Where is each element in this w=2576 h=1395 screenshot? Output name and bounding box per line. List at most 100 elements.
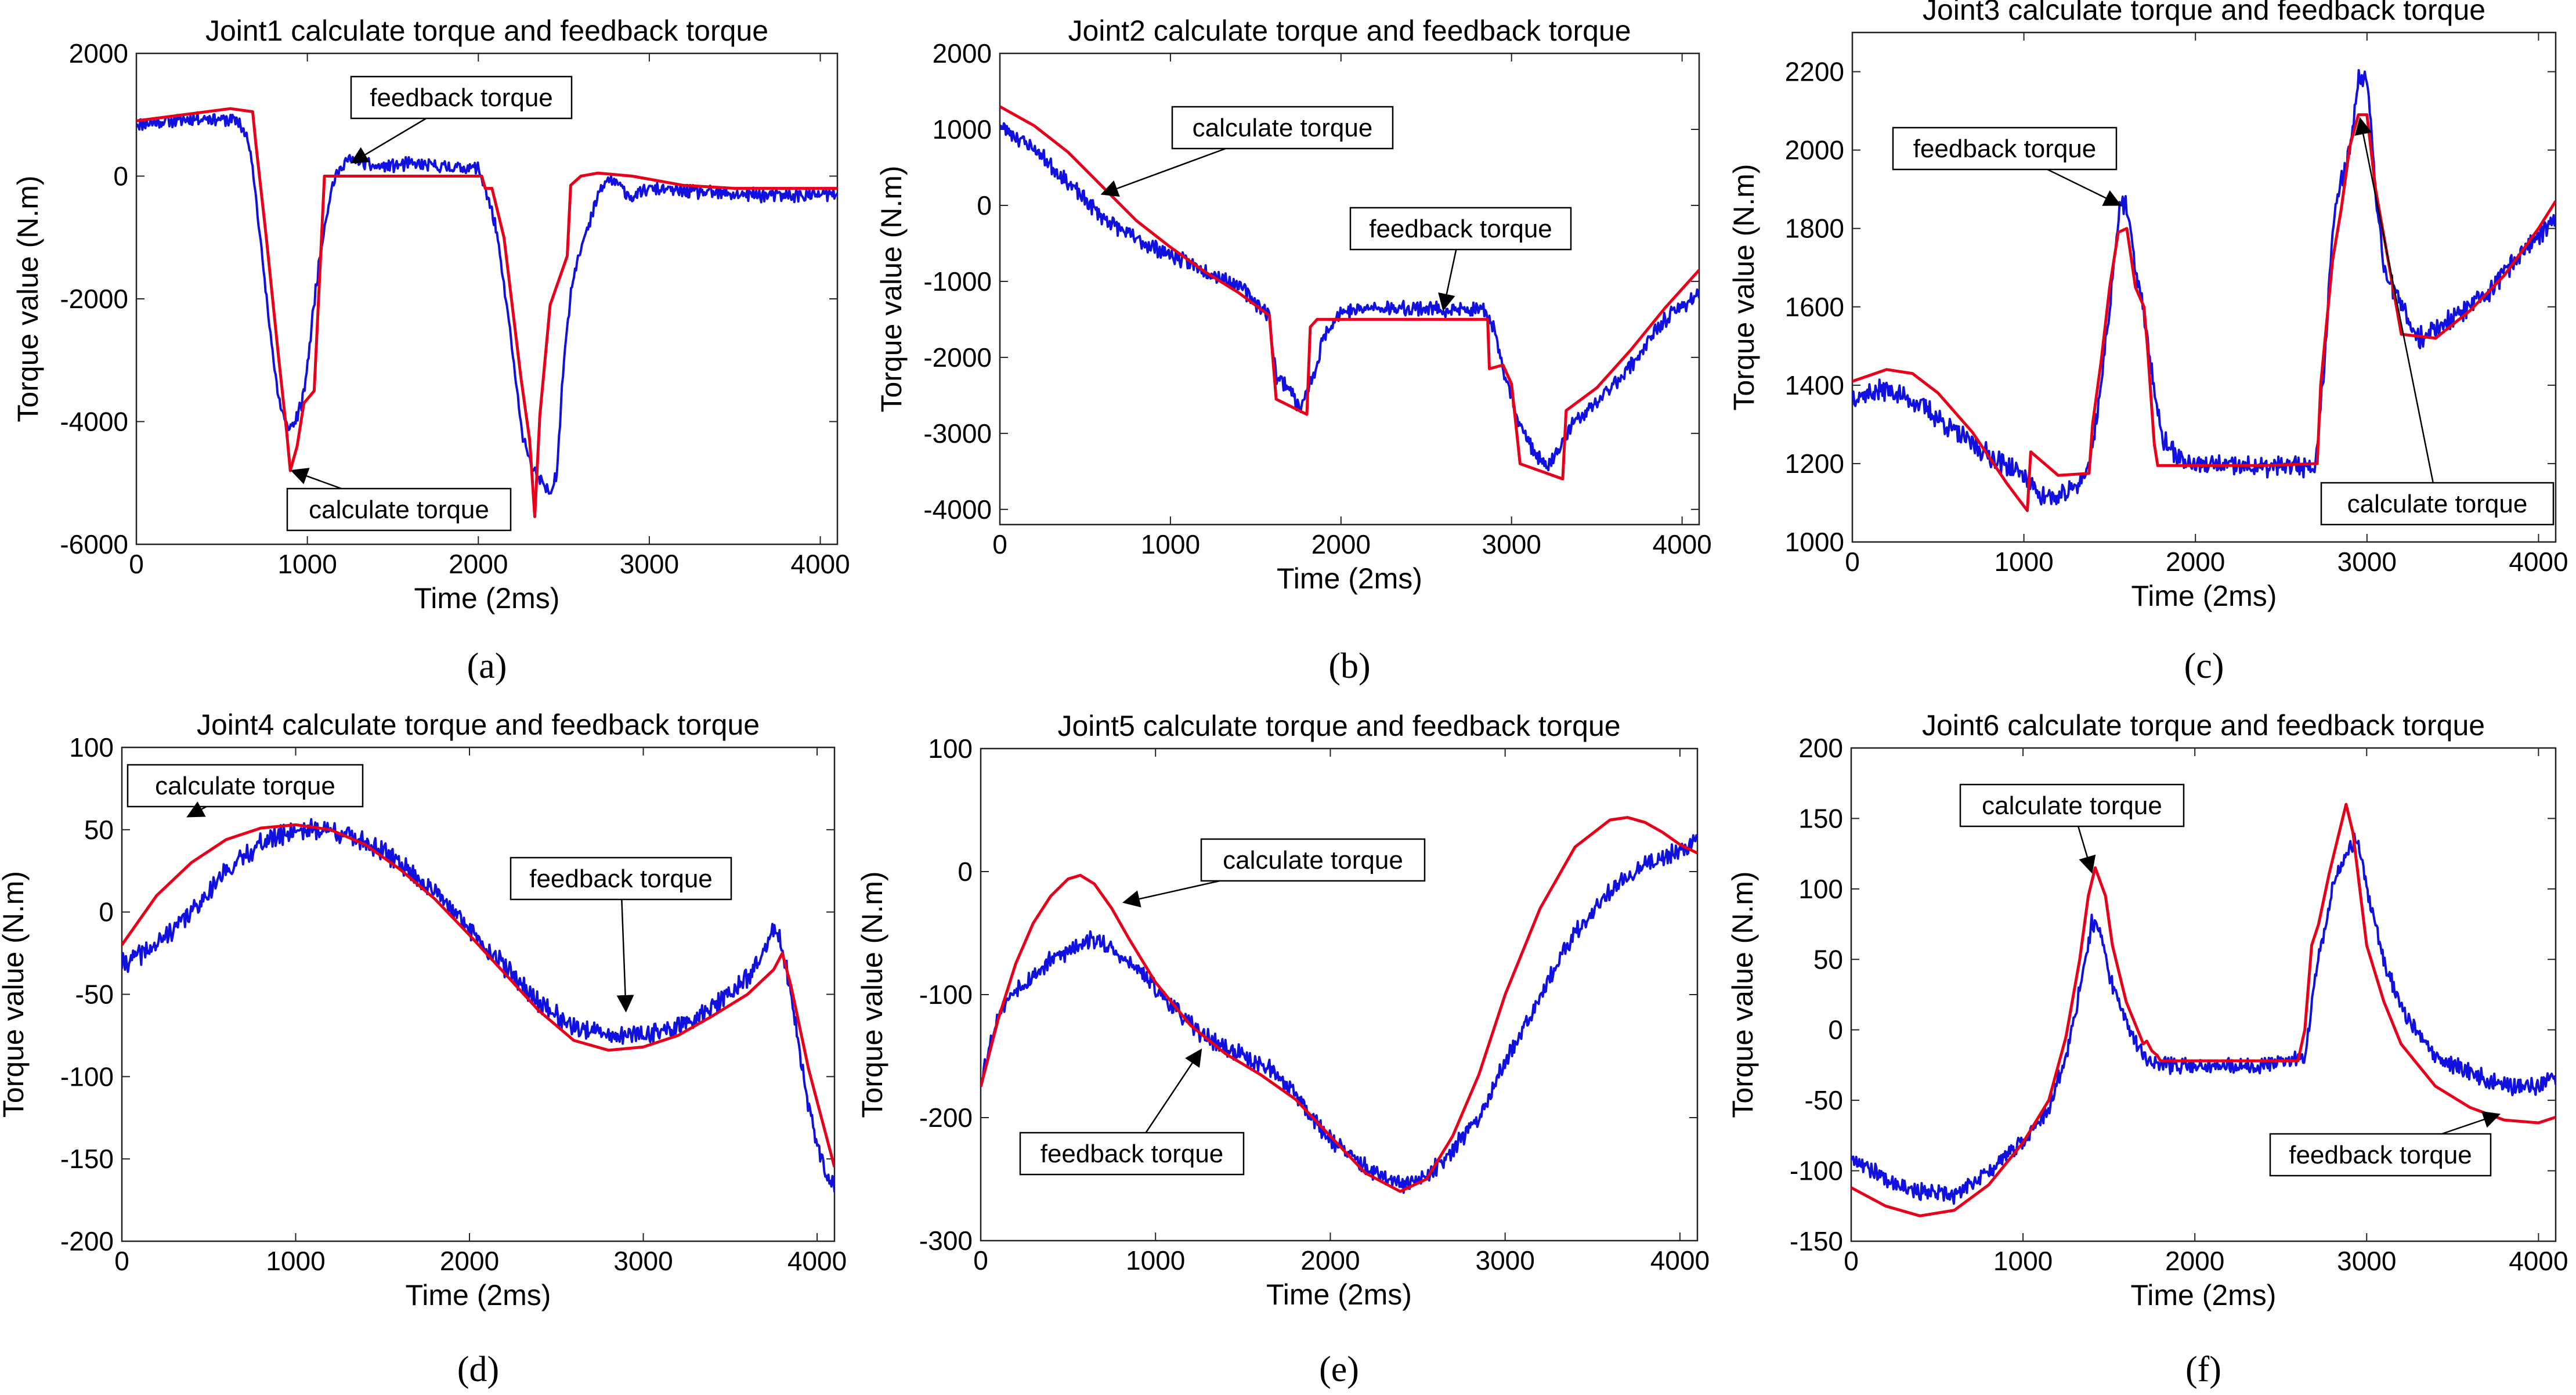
- series-line-feedback: [1851, 832, 2556, 1205]
- y-tick-label: -2000: [923, 342, 992, 373]
- y-tick-label: 0: [958, 856, 973, 887]
- x-axis-label: Time (2ms): [1266, 1278, 1412, 1311]
- y-tick-label: -200: [60, 1226, 114, 1256]
- subfigure-label: (d): [457, 1350, 499, 1389]
- chart-panel-5: Joint5 calculate torque and feedback tor…: [856, 710, 1710, 1389]
- chart-panel-2: Joint2 calculate torque and feedback tor…: [875, 15, 1712, 686]
- x-tick-label: 1000: [277, 549, 337, 579]
- callout-box: [127, 764, 364, 808]
- x-tick-label: 1000: [1993, 1246, 2053, 1276]
- x-axis-label: Time (2ms): [2131, 580, 2277, 612]
- x-tick-label: 0: [1844, 1246, 1859, 1276]
- callout-box: [1892, 127, 2118, 171]
- y-tick-label: -4000: [923, 494, 992, 525]
- x-tick-label: 4000: [790, 549, 850, 579]
- series-line-calculate: [1000, 105, 1699, 480]
- x-tick-label: 2000: [449, 549, 508, 579]
- subfigure-label: (e): [1319, 1350, 1359, 1389]
- x-tick-label: 3000: [613, 1246, 673, 1276]
- callout-box: [1349, 207, 1572, 251]
- y-axis-label: Torque value (N.m): [875, 165, 908, 412]
- callout-arrow: [1145, 1048, 1202, 1133]
- y-axis-label: Torque value (N.m): [1728, 164, 1760, 410]
- callout-label: feedback torque: [1913, 135, 2097, 163]
- y-tick-label: 100: [69, 732, 114, 762]
- series-layer: [122, 818, 834, 1192]
- y-tick-label: 2200: [1785, 57, 1844, 87]
- y-tick-label: -100: [60, 1061, 114, 1092]
- callout-arrow: [1438, 249, 1457, 312]
- y-tick-label: 200: [1798, 733, 1843, 763]
- y-tick-label: -50: [1805, 1085, 1843, 1115]
- callout-arrow: [2354, 117, 2434, 483]
- y-tick-label: -100: [1790, 1156, 1843, 1186]
- y-tick-label: 50: [1813, 944, 1843, 974]
- series-line-calculate: [136, 107, 837, 518]
- x-tick-label: 2000: [2165, 1246, 2224, 1276]
- callout-box: [510, 856, 732, 901]
- x-tick-label: 3000: [2337, 547, 2397, 577]
- x-tick-label: 4000: [1652, 529, 1711, 559]
- x-tick-label: 2000: [1312, 529, 1371, 559]
- y-tick-label: 0: [1828, 1015, 1843, 1045]
- chart-panel-6: Joint6 calculate torque and feedback tor…: [1726, 709, 2568, 1389]
- y-tick-label: 100: [1798, 874, 1843, 904]
- callout-label: calculate torque: [1223, 846, 1403, 874]
- y-tick-label: 2000: [1785, 135, 1844, 165]
- callout-label: calculate torque: [155, 772, 335, 800]
- y-axis-label: Torque value (N.m): [856, 871, 888, 1118]
- callout-box: [2269, 1133, 2492, 1177]
- callout-label: feedback torque: [1040, 1140, 1224, 1168]
- x-tick-label: 0: [129, 549, 144, 579]
- callout-label: calculate torque: [309, 496, 489, 524]
- subfigure-label: (a): [467, 646, 507, 686]
- callout-label: calculate torque: [2347, 490, 2528, 518]
- panel-title: Joint5 calculate torque and feedback tor…: [1057, 710, 1620, 742]
- plot-frame: [1851, 31, 2557, 543]
- callout-box: [1019, 1132, 1245, 1176]
- callout-box: [1171, 106, 1394, 150]
- y-tick-label: -3000: [923, 418, 992, 449]
- y-tick-label: 1200: [1785, 449, 1844, 479]
- callout-label: calculate torque: [1193, 114, 1373, 142]
- x-axis-label: Time (2ms): [1277, 562, 1422, 595]
- chart-panel-1: Joint1 calculate torque and feedback tor…: [12, 15, 850, 686]
- y-tick-label: 1000: [1785, 527, 1844, 557]
- callout-arrow: [186, 801, 207, 818]
- series-line-calculate: [981, 816, 1697, 1193]
- y-tick-label: 1400: [1785, 370, 1844, 400]
- y-tick-label: -1000: [923, 266, 992, 297]
- callout-arrow: [2077, 826, 2096, 874]
- x-tick-label: 4000: [787, 1246, 847, 1276]
- y-tick-label: -50: [75, 980, 114, 1010]
- y-tick-label: -150: [1790, 1226, 1843, 1256]
- y-tick-label: -100: [919, 980, 973, 1010]
- y-tick-label: -300: [919, 1226, 973, 1256]
- panel-title: Joint3 calculate torque and feedback tor…: [1923, 0, 2485, 26]
- x-tick-label: 4000: [1650, 1245, 1710, 1275]
- callout-label: calculate torque: [1982, 792, 2162, 820]
- y-axis-label: Torque value (N.m): [12, 175, 44, 422]
- y-tick-label: -4000: [60, 407, 128, 437]
- series-line-feedback: [1852, 69, 2556, 506]
- callout-box: [1200, 838, 1426, 882]
- x-tick-label: 1000: [1126, 1245, 1185, 1275]
- y-tick-label: 100: [928, 733, 973, 764]
- subfigure-label: (b): [1328, 646, 1370, 686]
- panel-title: Joint1 calculate torque and feedback tor…: [205, 15, 768, 47]
- callout-box: [350, 75, 573, 120]
- series-layer: [136, 107, 837, 518]
- callout-arrow: [290, 468, 342, 490]
- y-tick-label: 1800: [1785, 214, 1844, 244]
- x-tick-label: 3000: [1475, 1245, 1534, 1275]
- callout-box: [286, 487, 512, 532]
- x-axis-label: Time (2ms): [414, 582, 560, 615]
- series-layer: [1851, 803, 2556, 1217]
- y-tick-label: -6000: [60, 529, 128, 559]
- subfigure-label: (c): [2184, 646, 2224, 686]
- callout-label: feedback torque: [529, 865, 713, 893]
- chart-panel-3: Joint3 calculate torque and feedback tor…: [1728, 0, 2568, 686]
- callout-arrow: [1122, 880, 1220, 908]
- y-axis-label: Torque value (N.m): [1726, 871, 1759, 1118]
- plot-frame: [135, 52, 839, 545]
